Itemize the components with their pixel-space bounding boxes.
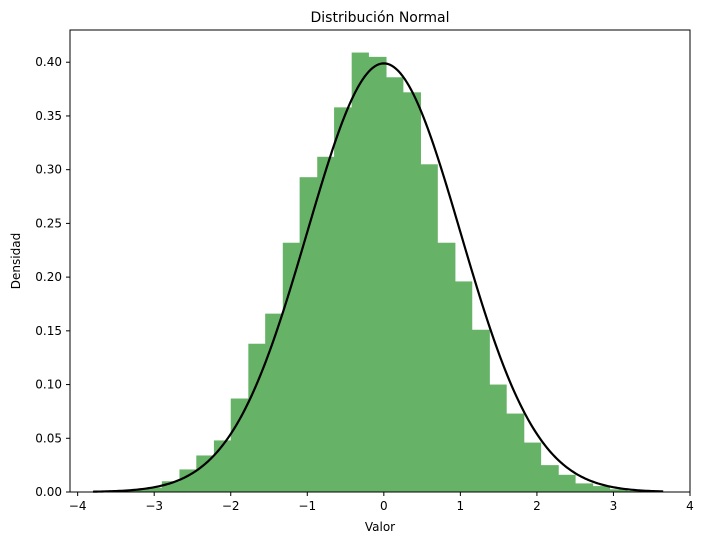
y-tick-label: 0.05 xyxy=(35,431,62,445)
histogram-bar xyxy=(179,469,197,492)
histogram-bar xyxy=(368,56,387,492)
x-tick-label: 0 xyxy=(380,499,388,513)
x-tick-label: −1 xyxy=(298,499,316,513)
y-tick-label: 0.30 xyxy=(35,163,62,177)
x-tick-label: −4 xyxy=(69,499,87,513)
y-axis-label: Densidad xyxy=(9,233,23,289)
histogram-bar xyxy=(523,442,542,492)
y-axis-ticks: 0.00 0.05 0.10 0.15 0.20 0.25 0.30 0.35 0.40 xyxy=(35,55,70,499)
histogram-bar xyxy=(575,483,594,492)
histogram-bar xyxy=(282,242,301,492)
histogram-bar xyxy=(265,313,284,492)
plot-frame xyxy=(69,29,691,493)
x-axis-ticks: −4 −3 −2 −1 0 1 2 3 4 xyxy=(69,492,694,513)
chart-title: Distribución Normal xyxy=(311,10,450,26)
histogram-bar xyxy=(386,77,404,493)
x-tick-label: 4 xyxy=(686,499,694,513)
histogram-bar xyxy=(196,455,215,492)
histogram-bar xyxy=(213,440,232,492)
histogram-bar xyxy=(334,107,353,492)
histogram-bar xyxy=(127,489,146,492)
histogram-bar xyxy=(248,343,266,492)
x-axis-label: Valor xyxy=(365,520,395,534)
y-tick-label: 0.25 xyxy=(35,216,62,230)
normal-pdf-curve xyxy=(92,62,664,493)
x-tick-label: 2 xyxy=(533,499,541,513)
histogram-bar xyxy=(609,489,628,492)
histogram-bar xyxy=(558,474,576,492)
histogram-bar xyxy=(455,281,473,492)
histogram-bar xyxy=(420,164,438,493)
histogram-bar xyxy=(506,413,525,492)
x-tick-label: −3 xyxy=(145,499,163,513)
x-tick-label: 3 xyxy=(610,499,618,513)
histogram-bar xyxy=(489,384,507,492)
y-tick-label: 0.10 xyxy=(35,378,62,392)
histogram-bar xyxy=(471,329,490,492)
y-tick-label: 0.35 xyxy=(35,109,62,123)
histogram-bar xyxy=(437,242,456,492)
histogram-bar xyxy=(230,398,249,492)
y-tick-label: 0.20 xyxy=(35,270,62,284)
y-tick-label: 0.00 xyxy=(35,485,62,499)
histogram-bar xyxy=(540,465,559,492)
histogram-bars xyxy=(92,52,663,493)
histogram-bar xyxy=(627,490,645,492)
histogram-bar xyxy=(299,177,318,492)
histogram-bar xyxy=(351,52,369,492)
histogram-bar xyxy=(161,481,180,492)
x-tick-label: −2 xyxy=(222,499,240,513)
y-tick-label: 0.40 xyxy=(35,55,62,69)
histogram-bar xyxy=(592,486,611,492)
x-tick-label: 1 xyxy=(457,499,465,513)
histogram-bar xyxy=(317,156,335,492)
histogram-bar xyxy=(402,92,421,492)
histogram-bar xyxy=(145,487,163,492)
y-tick-label: 0.15 xyxy=(35,324,62,338)
